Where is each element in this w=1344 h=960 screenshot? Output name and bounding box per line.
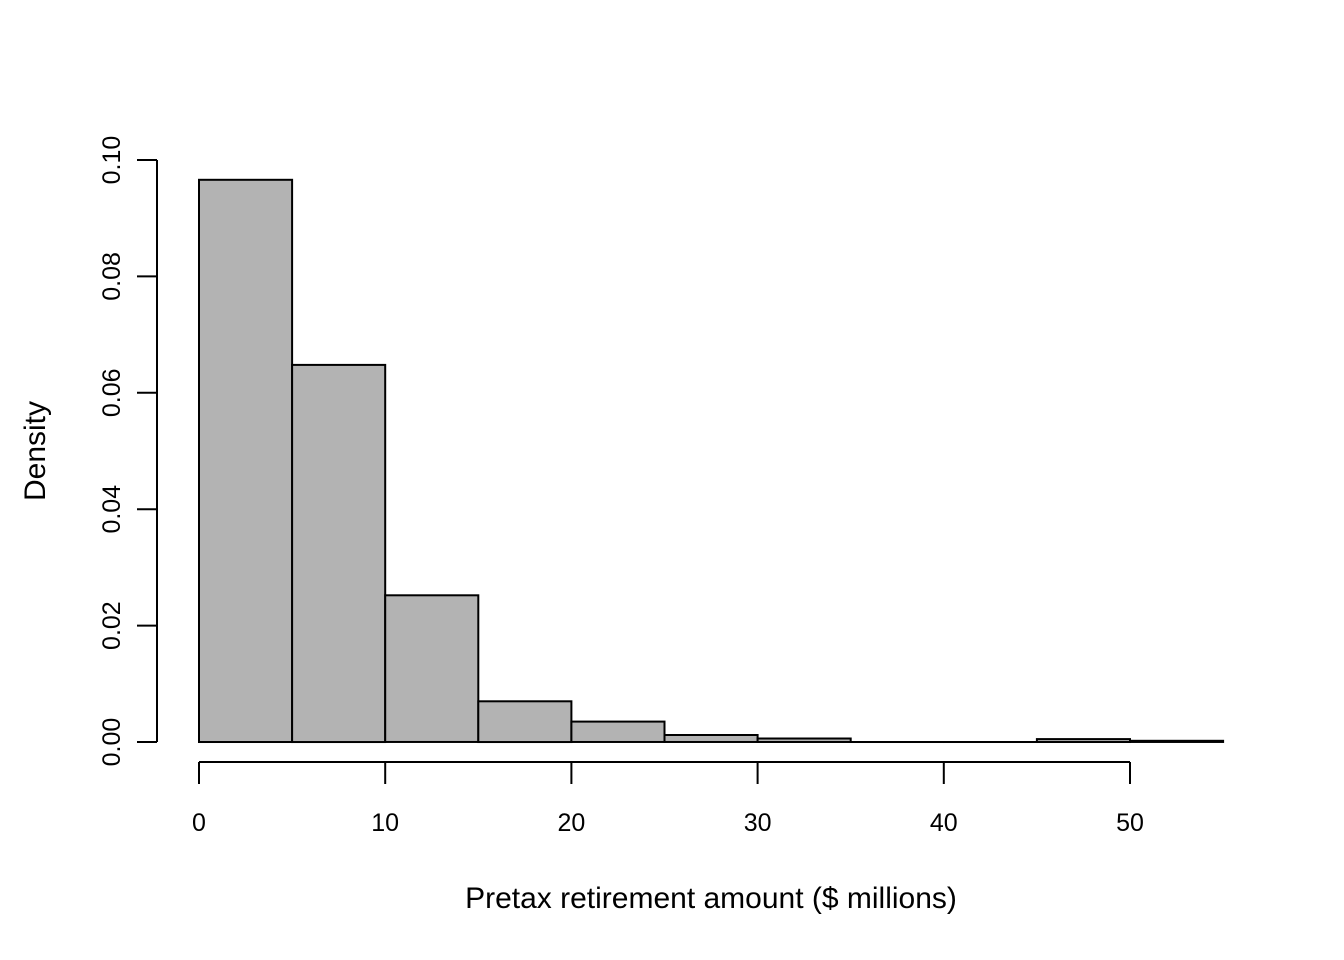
x-tick-label: 50 bbox=[1116, 809, 1144, 837]
histogram-bar bbox=[198, 178, 294, 744]
histogram-bar bbox=[291, 363, 387, 744]
x-axis-title: Pretax retirement amount ($ millions) bbox=[465, 882, 957, 915]
y-tick-label: 0.06 bbox=[98, 368, 126, 417]
histogram-bar bbox=[570, 720, 666, 743]
x-tick-label: 0 bbox=[192, 809, 206, 837]
histogram-bar bbox=[663, 734, 759, 743]
y-tick-label: 0.00 bbox=[98, 718, 126, 767]
x-tick-label: 30 bbox=[744, 809, 772, 837]
y-axis-title: Density bbox=[19, 400, 52, 502]
histogram-bar bbox=[477, 700, 573, 744]
histogram-bar bbox=[1035, 738, 1132, 744]
x-tick-label: 20 bbox=[557, 809, 585, 837]
histogram-bar bbox=[384, 594, 480, 743]
y-tick-label: 0.10 bbox=[98, 136, 126, 185]
histogram-bar bbox=[1129, 739, 1225, 743]
y-tick-label: 0.08 bbox=[98, 252, 126, 301]
x-tick-label: 10 bbox=[371, 809, 399, 837]
y-tick-label: 0.04 bbox=[98, 485, 126, 534]
y-tick-label: 0.02 bbox=[98, 601, 126, 650]
histogram-bar bbox=[756, 737, 852, 743]
x-tick-label: 40 bbox=[930, 809, 958, 837]
